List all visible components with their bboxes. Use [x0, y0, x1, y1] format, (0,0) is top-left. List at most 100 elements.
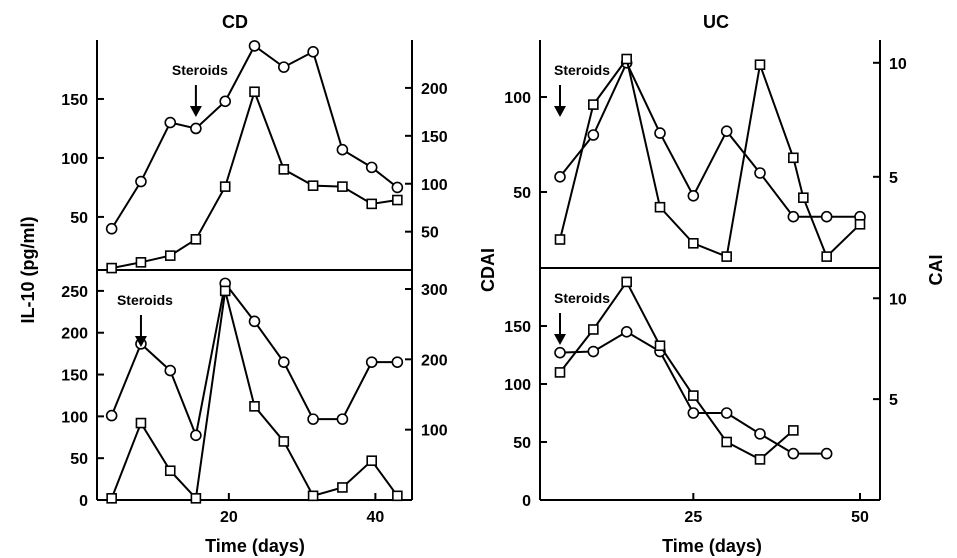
square-data-point [588, 99, 599, 110]
circle-data-point [754, 428, 766, 440]
square-data-point [164, 250, 176, 261]
square-data-point [278, 436, 290, 447]
square-data-point [754, 59, 766, 71]
circle-data-point [554, 346, 566, 359]
circle-data-point [307, 413, 319, 425]
square-data-point [366, 198, 378, 210]
y2-tick-label: 10 [889, 291, 907, 308]
square-data-point [621, 53, 632, 65]
square-data-point [788, 425, 799, 436]
circle-data-point [365, 356, 378, 368]
x-tick-label: 20 [220, 509, 238, 526]
circle-data-point [687, 407, 700, 419]
circle-data-point [754, 167, 766, 179]
il10-axis-label: IL-10 (pg/ml) [18, 216, 38, 323]
steroids-arrow-head [554, 334, 566, 345]
square-data-point [754, 454, 766, 465]
y-tick-label: 50 [70, 451, 88, 468]
circle-data-point [248, 315, 261, 328]
square-data-point [106, 493, 117, 504]
y2-tick-label: 100 [421, 177, 448, 194]
cd-x-axis-label: Time (days) [205, 536, 305, 556]
circle-data-point [720, 407, 733, 419]
circle-data-point [190, 122, 202, 135]
y-tick-label: 0 [79, 493, 88, 510]
steroids-label: Steroids [554, 62, 610, 78]
circle-data-point [391, 181, 404, 194]
y-tick-label: 100 [504, 377, 531, 394]
circle-data-point [278, 61, 290, 73]
circle-data-point [278, 356, 290, 368]
circle-data-point [391, 356, 404, 368]
circle-data-point [654, 127, 666, 139]
square-series-line [559, 279, 794, 461]
square-data-point [106, 262, 117, 274]
square-data-point [854, 219, 866, 230]
circle-series-line [559, 60, 860, 218]
y-tick-label: 150 [504, 319, 531, 336]
uc-x-axis-label: Time (days) [662, 536, 762, 556]
uc-title: UC [703, 12, 729, 32]
square-data-point [190, 493, 202, 504]
square-data-point [307, 490, 319, 502]
y-tick-label: 50 [513, 185, 531, 202]
square-data-point [654, 340, 666, 352]
steroids-label: Steroids [117, 292, 173, 308]
square-data-point [164, 465, 176, 477]
circle-data-point [219, 95, 231, 108]
steroids-arrow-head [554, 106, 566, 117]
circle-data-point [164, 364, 177, 377]
square-data-point [821, 251, 832, 262]
cd-upper-panel: 50 100 150 50 100 150 200 Steroids [61, 40, 448, 274]
cd-title: CD [222, 12, 248, 32]
square-data-point [654, 201, 666, 213]
square-data-point [366, 455, 378, 466]
square-data-point [688, 390, 699, 401]
square-data-point [798, 192, 809, 203]
y2-tick-label: 200 [421, 81, 448, 98]
circle-data-point [336, 413, 349, 425]
y2-tick-label: 10 [889, 56, 907, 73]
circle-data-point [190, 429, 202, 442]
y2-tick-label: 50 [421, 225, 439, 242]
steroids-arrow-head [134, 336, 147, 347]
square-data-point [219, 285, 231, 297]
uc-section: UC CAI Time (days) 50 100 5 10 Steroids 0 50 1… [504, 12, 946, 556]
y2-tick-label: 200 [421, 352, 448, 369]
square-data-point [337, 482, 348, 493]
square-data-point [392, 490, 403, 502]
y2-tick-label: 300 [421, 282, 448, 299]
circle-data-point [720, 125, 733, 137]
y-tick-label: 200 [61, 326, 88, 343]
square-data-point [621, 276, 632, 288]
y-tick-label: 150 [61, 368, 88, 385]
circle-data-point [307, 45, 319, 58]
y2-tick-label: 150 [421, 129, 448, 146]
square-series-line [111, 88, 398, 270]
square-data-point [337, 181, 348, 192]
circle-data-point [336, 143, 349, 156]
y-tick-label: 250 [61, 284, 88, 301]
circle-data-point [365, 161, 378, 174]
square-data-point [249, 86, 260, 98]
cai-axis-label: CAI [926, 255, 946, 286]
circle-data-point [554, 171, 566, 183]
circle-data-point [587, 129, 600, 141]
square-data-point [554, 367, 566, 378]
circle-series-line [110, 44, 398, 230]
square-series-line [559, 56, 861, 259]
y2-tick-label: 5 [889, 392, 898, 409]
steroids-label: Steroids [554, 290, 610, 306]
circle-data-point [787, 210, 800, 223]
cd-lower-panel: 0 50 100 150 200 250 100 200 300 20 40 Steroids [61, 270, 448, 526]
y-tick-label: 150 [61, 92, 88, 109]
square-data-point [788, 152, 799, 164]
circle-data-point [105, 409, 118, 422]
square-data-point [554, 234, 566, 245]
uc-lower-panel: 0 50 100 150 5 10 25 50 Steroids [504, 268, 907, 526]
square-data-point [135, 417, 147, 429]
steroids-label: Steroids [172, 62, 228, 78]
circle-data-point [587, 345, 600, 358]
uc-upper-panel: 50 100 5 10 Steroids [504, 40, 907, 269]
